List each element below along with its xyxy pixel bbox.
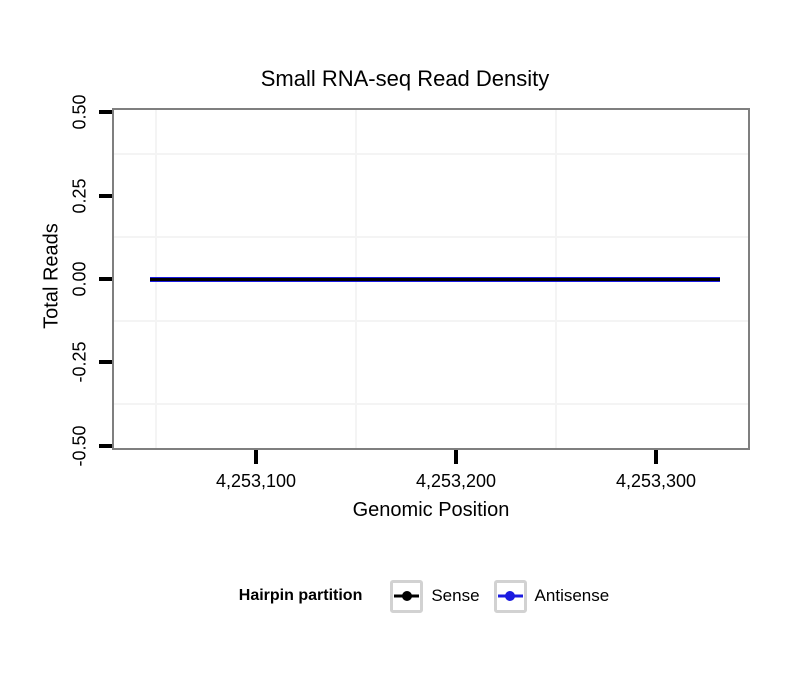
minor-gridline-horizontal	[114, 152, 748, 155]
minor-gridline-horizontal	[114, 236, 748, 239]
y-tick-label: -0.25	[69, 341, 90, 383]
legend-title: Hairpin partition	[238, 587, 363, 604]
legend-key-sense	[390, 579, 424, 613]
legend-key-dot-icon	[505, 591, 516, 601]
y-tick-label: 0.25	[69, 177, 90, 214]
y-axis-tick	[99, 277, 112, 281]
minor-gridline-horizontal	[114, 403, 748, 406]
y-tick-label: 0.50	[69, 94, 90, 130]
legend-item-label: Sense	[431, 586, 480, 605]
legend-item-antisense: Antisense	[493, 579, 610, 613]
legend-key-antisense	[493, 579, 527, 613]
x-axis-tick	[454, 450, 458, 464]
minor-gridline-horizontal	[114, 319, 748, 322]
y-axis-tick	[99, 443, 112, 448]
legend-item-sense: Sense	[390, 579, 480, 613]
legend-item-label: Antisense	[534, 586, 610, 605]
legend: Hairpin partition Sense Antisense	[52, 578, 810, 614]
x-axis-tick	[254, 450, 258, 464]
plot-title: Small RNA-seq Read Density	[260, 66, 550, 91]
y-axis-title: Total Reads	[40, 223, 63, 329]
y-axis-tick	[99, 110, 112, 114]
x-axis-title: Genomic Position	[352, 499, 510, 521]
y-axis-tick	[99, 360, 112, 365]
plot-panel	[112, 108, 750, 450]
y-tick-label: 0.00	[69, 261, 90, 297]
x-tick-label: 4,253,300	[615, 471, 697, 491]
series-line-sense	[150, 277, 720, 281]
x-tick-label: 4,253,200	[415, 471, 497, 491]
y-tick-label: -0.50	[69, 425, 90, 467]
legend-key-dot-icon	[401, 591, 412, 601]
y-axis-tick	[99, 193, 112, 198]
x-axis-tick	[654, 450, 658, 464]
x-tick-label: 4,253,100	[215, 471, 297, 491]
